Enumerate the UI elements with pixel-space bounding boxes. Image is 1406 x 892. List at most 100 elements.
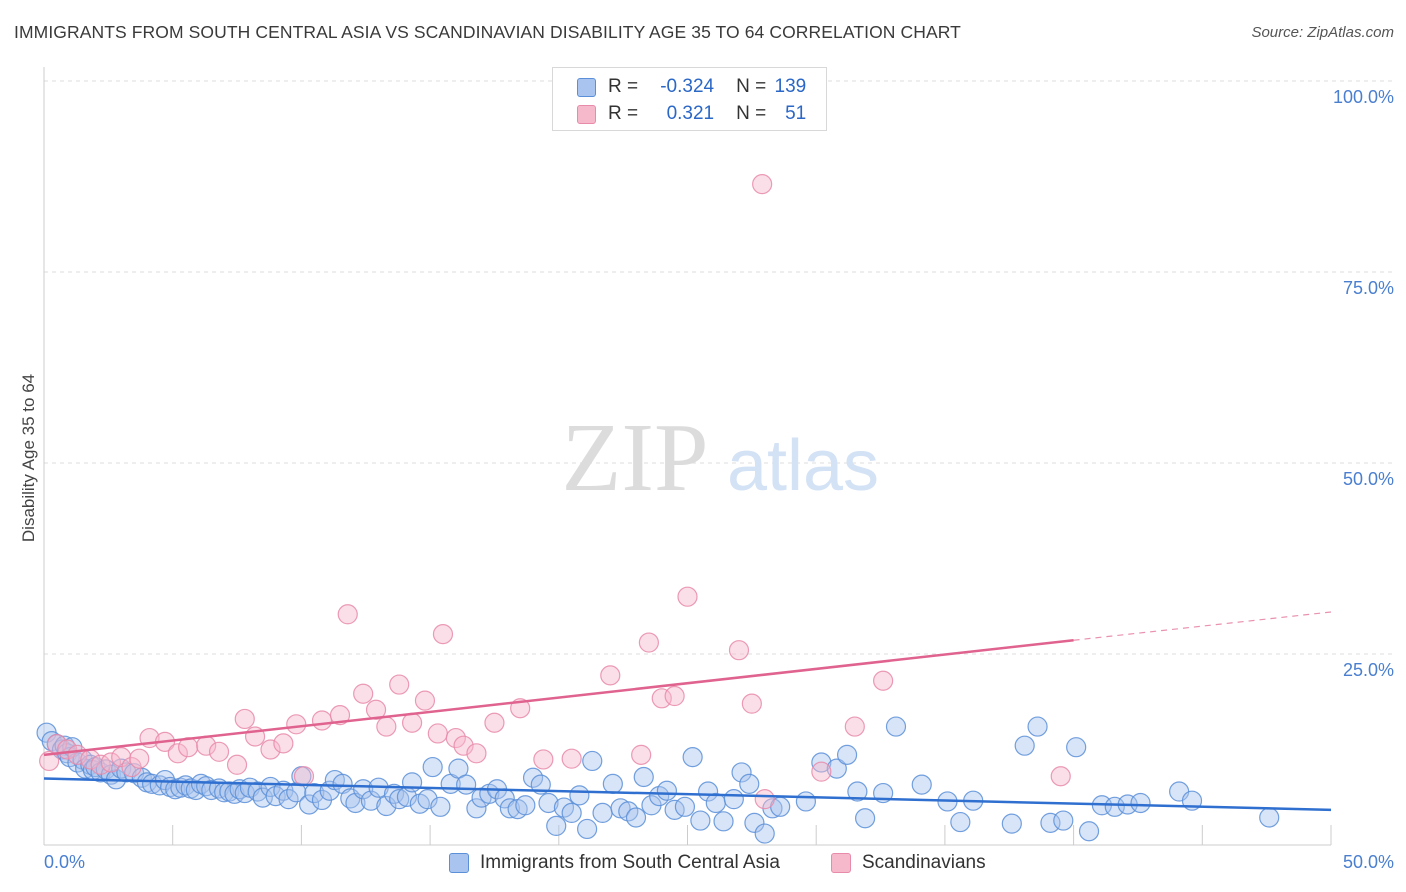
point-scandinavians [561, 748, 582, 769]
stats-row-immigrants: R = -0.324 N = 139 [577, 74, 806, 100]
y-axis-title: Disability Age 35 to 64 [19, 373, 38, 543]
point-scandinavians [741, 693, 762, 714]
n-label: N = [736, 76, 767, 97]
bottom-legend: Immigrants from South Central Asia Scand… [0, 852, 1406, 878]
point-immigrants [723, 789, 744, 810]
point-immigrants [739, 773, 760, 794]
legend-item-immigrants[interactable]: Immigrants from South Central Asia [449, 852, 780, 874]
point-scandinavians [414, 690, 436, 711]
point-immigrants [855, 808, 876, 829]
point-scandinavians [376, 716, 397, 737]
watermark-atlas: atlas [727, 426, 879, 506]
point-immigrants [754, 823, 775, 844]
series-scandinavians-points [39, 174, 1071, 810]
point-immigrants [201, 779, 222, 801]
point-immigrants [515, 795, 536, 816]
r-label: R = [608, 76, 639, 97]
point-scandinavians [167, 743, 188, 764]
point-immigrants [260, 776, 281, 798]
point-scandinavians [466, 743, 487, 764]
point-scandinavians [728, 640, 750, 661]
point-scandinavians [600, 665, 621, 686]
point-scandinavians [631, 744, 652, 765]
stats-row-scandinavians: R = 0.321 N = 51 [577, 101, 806, 127]
point-scandinavians [208, 741, 230, 762]
point-immigrants [430, 796, 451, 817]
r-value: -0.324 [660, 76, 715, 97]
point-immigrants [546, 815, 567, 837]
point-scandinavians [100, 752, 122, 773]
source-credit: Source: ZipAtlas.com [1251, 24, 1394, 41]
point-scandinavians [337, 604, 358, 625]
point-immigrants [252, 787, 273, 808]
point-scandinavians [329, 705, 351, 726]
point-immigrants [1066, 737, 1087, 758]
legend-item-scandinavians[interactable]: Scandinavians [831, 852, 986, 874]
point-immigrants [674, 796, 696, 817]
legend-label-scandinavians: Scandinavians [862, 852, 986, 873]
point-immigrants [656, 780, 678, 801]
point-immigrants [713, 811, 734, 832]
point-scandinavians [389, 674, 410, 695]
point-immigrants [422, 756, 443, 778]
point-immigrants [592, 802, 613, 824]
n-value: 139 [774, 76, 807, 97]
point-immigrants [826, 758, 847, 779]
point-immigrants [389, 789, 410, 810]
point-immigrants [538, 792, 559, 814]
point-immigrants [682, 747, 703, 768]
point-immigrants [744, 812, 765, 833]
point-immigrants [561, 802, 582, 824]
point-scandinavians [39, 750, 60, 772]
point-scandinavians [311, 710, 333, 731]
point-scandinavians [234, 708, 255, 730]
point-scandinavians [121, 756, 142, 778]
point-scandinavians [353, 683, 374, 704]
point-immigrants [466, 798, 487, 819]
point-immigrants [360, 790, 381, 811]
point-immigrants [448, 758, 469, 779]
point-immigrants [847, 781, 868, 802]
point-immigrants [1001, 813, 1022, 834]
legend-swatch-blue [577, 77, 596, 97]
trend-extension-scandinavians [1073, 611, 1332, 641]
point-scandinavians [286, 714, 307, 735]
point-immigrants [417, 789, 438, 810]
point-scandinavians [445, 727, 466, 749]
point-immigrants [299, 794, 320, 815]
point-immigrants [1053, 810, 1074, 831]
point-scandinavians [293, 766, 315, 787]
r-value: 0.321 [666, 103, 715, 124]
point-scandinavians [677, 586, 698, 607]
point-immigrants [625, 807, 647, 828]
trend-lines [43, 611, 1332, 812]
point-immigrants [1014, 735, 1035, 756]
point-immigrants [1078, 821, 1100, 842]
grid [44, 80, 1392, 655]
point-scandinavians [754, 789, 775, 810]
legend-label-immigrants: Immigrants from South Central Asia [480, 852, 780, 873]
point-scandinavians [873, 670, 894, 691]
point-immigrants [1040, 812, 1061, 833]
point-immigrants [1104, 796, 1125, 817]
point-scandinavians [1050, 766, 1071, 787]
n-value: 51 [785, 103, 807, 124]
series-immigrants-points [36, 716, 1280, 844]
point-immigrants [401, 772, 423, 793]
point-scandinavians [273, 733, 294, 754]
trend-line-scandinavians [43, 639, 1074, 757]
point-immigrants [602, 773, 623, 794]
trend-line-immigrants [43, 777, 1332, 812]
y-tick-label-50: 50.0% [1342, 469, 1394, 489]
point-immigrants [569, 785, 590, 806]
point-scandinavians [427, 723, 448, 744]
point-scandinavians [129, 748, 150, 769]
point-immigrants [353, 779, 374, 800]
r-label: R = [608, 103, 639, 124]
point-scandinavians [811, 761, 832, 782]
point-immigrants [278, 789, 299, 810]
legend-swatch-pink [577, 104, 596, 124]
point-scandinavians [453, 735, 474, 756]
point-scandinavians [752, 174, 773, 195]
point-scandinavians [365, 699, 387, 720]
